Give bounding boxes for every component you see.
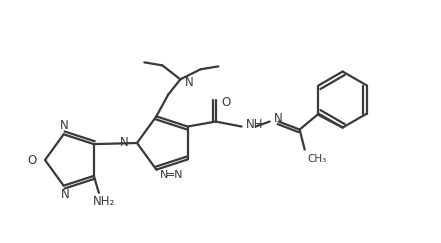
Text: N: N	[274, 112, 282, 125]
Text: O: O	[28, 154, 37, 166]
Text: N═N: N═N	[160, 170, 184, 180]
Text: N: N	[61, 188, 70, 201]
Text: N: N	[185, 76, 194, 89]
Text: NH₂: NH₂	[93, 195, 115, 208]
Text: N: N	[60, 119, 69, 132]
Text: CH₃: CH₃	[308, 154, 327, 164]
Text: N: N	[120, 137, 129, 149]
Text: NH: NH	[246, 118, 263, 131]
Text: O: O	[222, 96, 231, 109]
